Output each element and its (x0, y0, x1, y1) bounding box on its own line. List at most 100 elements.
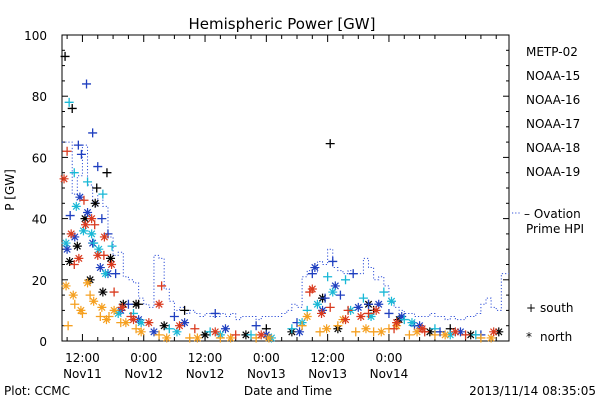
south-marker (384, 308, 394, 318)
south-marker (404, 330, 414, 340)
north-marker (72, 241, 82, 251)
x-tick-time: 0:00 (253, 351, 280, 365)
north-marker (65, 256, 75, 266)
north-marker (417, 324, 427, 334)
north-marker (192, 333, 202, 343)
north-marker (144, 318, 154, 328)
plot-area: 0 20 40 60 80 100 12:00 Nov11 0:00 Nov12 12:00 Nov1… (24, 29, 510, 381)
x-tick-date: Nov13 (308, 367, 347, 381)
south-marker (102, 168, 112, 178)
x-tick-time: 12:00 (65, 351, 100, 365)
north-marker (97, 302, 107, 312)
x-axis-label: Date and Time (244, 384, 332, 398)
north-marker (76, 305, 86, 315)
south-marker (358, 293, 368, 303)
north-marker (61, 238, 71, 248)
south-marker (97, 214, 107, 224)
north-marker (220, 324, 230, 334)
north-marker (407, 318, 417, 328)
north-marker (90, 198, 100, 208)
south-marker (109, 287, 119, 297)
south-marker (82, 79, 92, 89)
x-tick-date: Nov12 (186, 367, 225, 381)
north-marker (109, 305, 119, 315)
south-marker (210, 308, 220, 318)
north-marker (241, 330, 251, 340)
south-marker (325, 139, 335, 149)
south-marker (62, 146, 72, 156)
south-marker (79, 195, 89, 205)
south-marker (323, 272, 333, 282)
south-marker (69, 260, 79, 269)
north-marker (353, 302, 363, 312)
north-marker (371, 305, 381, 315)
south-marker (399, 315, 409, 325)
legend-series-label: NOAA-19 (526, 165, 580, 179)
north-marker (307, 284, 317, 294)
north-marker (66, 229, 76, 239)
north-marker (440, 330, 450, 340)
south-marker (325, 302, 335, 312)
plot-frame (61, 34, 510, 342)
legend-marker-symbol: + (526, 301, 536, 315)
legend-series-label: METP-02 (526, 45, 578, 59)
south-marker (98, 189, 108, 199)
north-marker (392, 318, 402, 328)
legend-marker-label: south (540, 301, 574, 315)
north-marker (180, 318, 190, 328)
north-marker (94, 244, 104, 254)
south-marker (364, 299, 374, 309)
north-marker (317, 308, 327, 318)
south-marker (88, 128, 98, 138)
north-marker (99, 232, 109, 242)
south-marker (430, 330, 440, 340)
north-marker (159, 321, 169, 331)
north-marker (322, 324, 332, 334)
north-marker (455, 327, 465, 337)
north-marker (489, 327, 499, 337)
north-marker (374, 299, 384, 309)
south-marker (351, 327, 361, 337)
south-marker (471, 330, 481, 340)
south-marker (69, 168, 79, 178)
north-marker (328, 287, 338, 297)
north-marker (106, 253, 116, 263)
north-marker (71, 201, 81, 211)
x-tick-time: 0:00 (375, 351, 402, 365)
legend-marker-symbol: * (526, 330, 532, 344)
north-marker (387, 296, 397, 306)
south-marker (76, 149, 86, 159)
south-marker (107, 241, 117, 251)
south-marker (251, 321, 261, 331)
north-marker (83, 207, 93, 217)
north-marker (149, 327, 159, 337)
north-marker (361, 324, 371, 334)
south-marker (297, 321, 307, 331)
south-marker (215, 333, 225, 343)
north-marker (118, 299, 128, 309)
south-marker (335, 290, 345, 300)
north-marker (59, 174, 69, 184)
south-marker (154, 330, 164, 340)
x-tick-time: 12:00 (188, 351, 223, 365)
south-marker (348, 269, 358, 279)
south-marker (333, 321, 343, 331)
series-noaa-15 (62, 79, 486, 340)
north-marker (113, 308, 123, 318)
y-tick-label: 60 (32, 151, 47, 165)
x-tick-date: Nov12 (124, 367, 163, 381)
y-tick-label: 80 (32, 90, 47, 104)
north-marker (136, 327, 146, 337)
south-marker (180, 305, 190, 315)
south-marker (435, 327, 445, 337)
north-marker (397, 312, 407, 322)
north-marker (356, 312, 366, 322)
y-tick-label: 0 (39, 335, 47, 349)
north-marker (89, 296, 99, 306)
north-marker (264, 333, 274, 343)
north-marker (98, 287, 108, 297)
north-marker (80, 214, 90, 224)
south-marker (169, 312, 179, 322)
south-marker (343, 305, 353, 315)
series-metp-02 (60, 51, 504, 340)
